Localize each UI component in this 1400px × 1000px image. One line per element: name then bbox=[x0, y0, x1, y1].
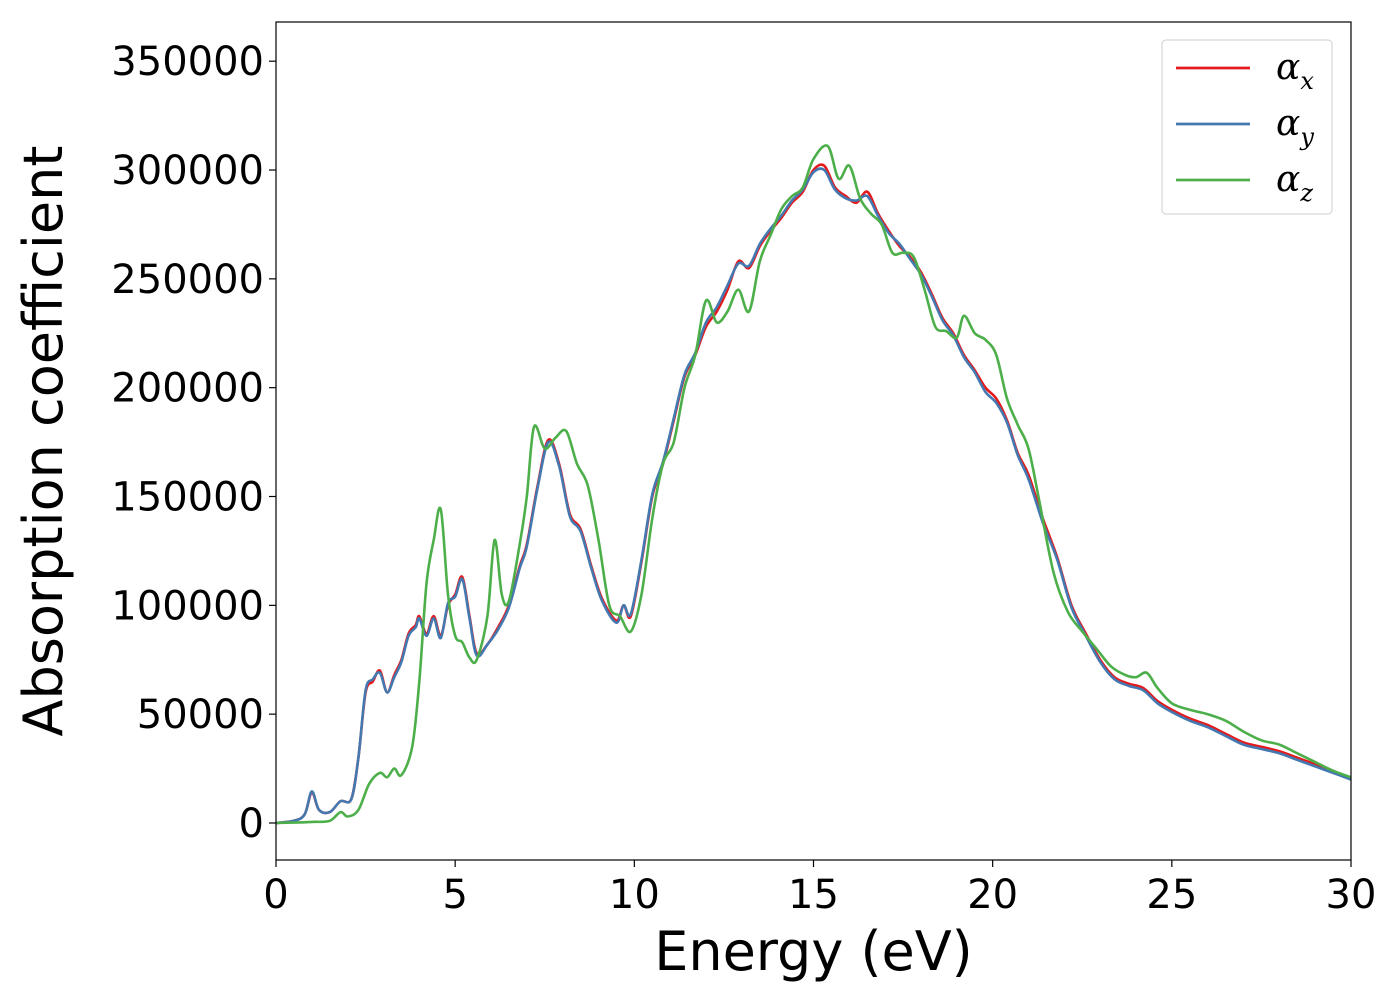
x-tick-label: 30 bbox=[1326, 872, 1377, 918]
legend-box bbox=[1161, 39, 1333, 215]
legend-label-y: αy bbox=[1276, 103, 1314, 151]
series-line-x bbox=[275, 163, 1352, 825]
legend-subscript: x bbox=[1300, 67, 1314, 95]
legend-label-z: αz bbox=[1276, 159, 1313, 207]
x-tick-label: 25 bbox=[1146, 872, 1197, 918]
legend-subscript: y bbox=[1299, 123, 1314, 151]
legend-symbol: α bbox=[1276, 103, 1300, 144]
series-line-y bbox=[275, 167, 1352, 825]
ticks-layer: 0 5 10 15 20 25 30 0 50000 100000 150000 200000 2500… bbox=[111, 39, 1376, 918]
y-axis-label: Absorption coefficient bbox=[12, 146, 75, 737]
y-tick-label: 300000 bbox=[111, 148, 264, 194]
legend-label-x: αx bbox=[1276, 47, 1314, 95]
y-tick-label: 100000 bbox=[111, 583, 264, 629]
x-tick-label: 5 bbox=[442, 872, 467, 918]
y-tick-label: 200000 bbox=[111, 366, 264, 412]
x-tick-label: 10 bbox=[609, 872, 660, 918]
x-axis-label: Energy (eV) bbox=[654, 920, 973, 983]
legend-subscript: z bbox=[1299, 179, 1313, 207]
x-tick-label: 20 bbox=[967, 872, 1018, 918]
y-tick-label: 350000 bbox=[111, 39, 264, 85]
x-tick-label: 15 bbox=[788, 872, 839, 918]
x-tick-label: 0 bbox=[263, 872, 288, 918]
y-tick-label: 150000 bbox=[111, 475, 264, 521]
series-layer bbox=[275, 144, 1352, 825]
y-tick-label: 250000 bbox=[111, 257, 264, 303]
legend-symbol: α bbox=[1276, 159, 1300, 200]
series-line-z bbox=[275, 144, 1352, 825]
legend-symbol: α bbox=[1276, 47, 1300, 88]
y-tick-label: 0 bbox=[239, 801, 264, 847]
y-tick-label: 50000 bbox=[137, 692, 264, 738]
